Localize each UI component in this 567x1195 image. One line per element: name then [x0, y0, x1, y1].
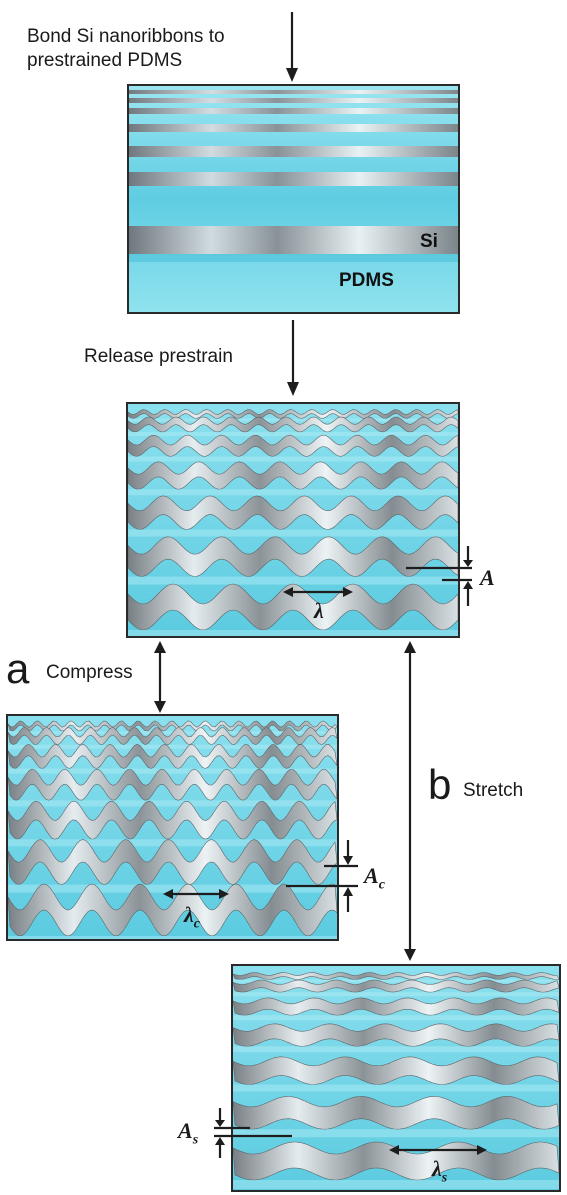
amplitude-symbol: A [480, 565, 495, 590]
flat-ribbons-drawing [129, 86, 458, 312]
amplitude-c-marker [286, 840, 358, 912]
arrow-down-icon [287, 320, 299, 396]
amplitude-marker [406, 546, 473, 606]
si-ribbon [129, 90, 458, 94]
branch-b-label: Stretch [463, 780, 524, 801]
wavy-si-ribbon [128, 583, 458, 631]
double-arrow-compress [154, 641, 166, 713]
wavy-si-ribbon [233, 972, 559, 980]
compressed-ribbons-drawing [8, 716, 337, 939]
label-pdms: PDMS [339, 270, 394, 291]
panel-compressed [6, 714, 339, 941]
wavy-si-ribbon [128, 461, 458, 490]
branch-b-letter: b [428, 761, 452, 808]
si-ribbon [129, 98, 458, 103]
wavy-si-ribbon [128, 536, 458, 577]
wavelength-c-arrow [163, 889, 229, 899]
arrow-down-icon [286, 12, 298, 82]
wavy-si-ribbon [8, 727, 337, 746]
wavy-si-ribbon [233, 1056, 559, 1085]
wavy-si-ribbon [233, 979, 559, 993]
wavy-si-ribbon [128, 409, 458, 419]
wavelength-s-arrow [389, 1145, 487, 1155]
si-ribbon [129, 124, 458, 132]
si-ribbon [129, 172, 458, 186]
panel-flat-ribbons [127, 84, 460, 314]
wavy-si-ribbon [233, 1096, 559, 1130]
wavy-si-ribbon [128, 434, 458, 457]
panel-stretched [231, 964, 561, 1192]
si-ribbon [129, 226, 458, 254]
wavy-si-ribbon [233, 997, 559, 1016]
wavelength-s-symbol: λs [432, 1156, 448, 1186]
wavelength-symbol: λ [314, 598, 324, 623]
wavy-si-ribbon [8, 883, 337, 937]
wavy-si-ribbon [8, 720, 337, 732]
wavy-si-ribbon [8, 839, 337, 885]
step-bond-caption: Bond Si nanoribbons to prestrained PDMS [27, 26, 225, 71]
wavelength-arrow [283, 587, 353, 597]
wavy-si-ribbon [8, 768, 337, 801]
branch-a-letter: a [6, 645, 30, 692]
wavy-si-ribbon [128, 416, 458, 433]
wavelength-c-symbol: λc [184, 902, 200, 932]
amplitude-s-symbol: As [178, 1118, 199, 1148]
wavy-si-ribbon [233, 1023, 559, 1047]
wavy-ribbons-drawing [128, 404, 458, 636]
si-ribbon [129, 146, 458, 157]
panel-wavy-ribbons [126, 402, 460, 638]
label-si: Si [420, 231, 438, 252]
wavy-si-ribbon [128, 495, 458, 530]
wavy-si-ribbon [8, 743, 337, 769]
wavy-si-ribbon [8, 800, 337, 840]
si-ribbon [129, 108, 458, 114]
branch-a-label: Compress [46, 662, 133, 683]
amplitude-c-symbol: Ac [364, 863, 385, 893]
double-arrow-stretch [404, 641, 416, 961]
step-release-caption: Release prestrain [84, 346, 233, 367]
amplitude-s-marker [214, 1108, 292, 1158]
